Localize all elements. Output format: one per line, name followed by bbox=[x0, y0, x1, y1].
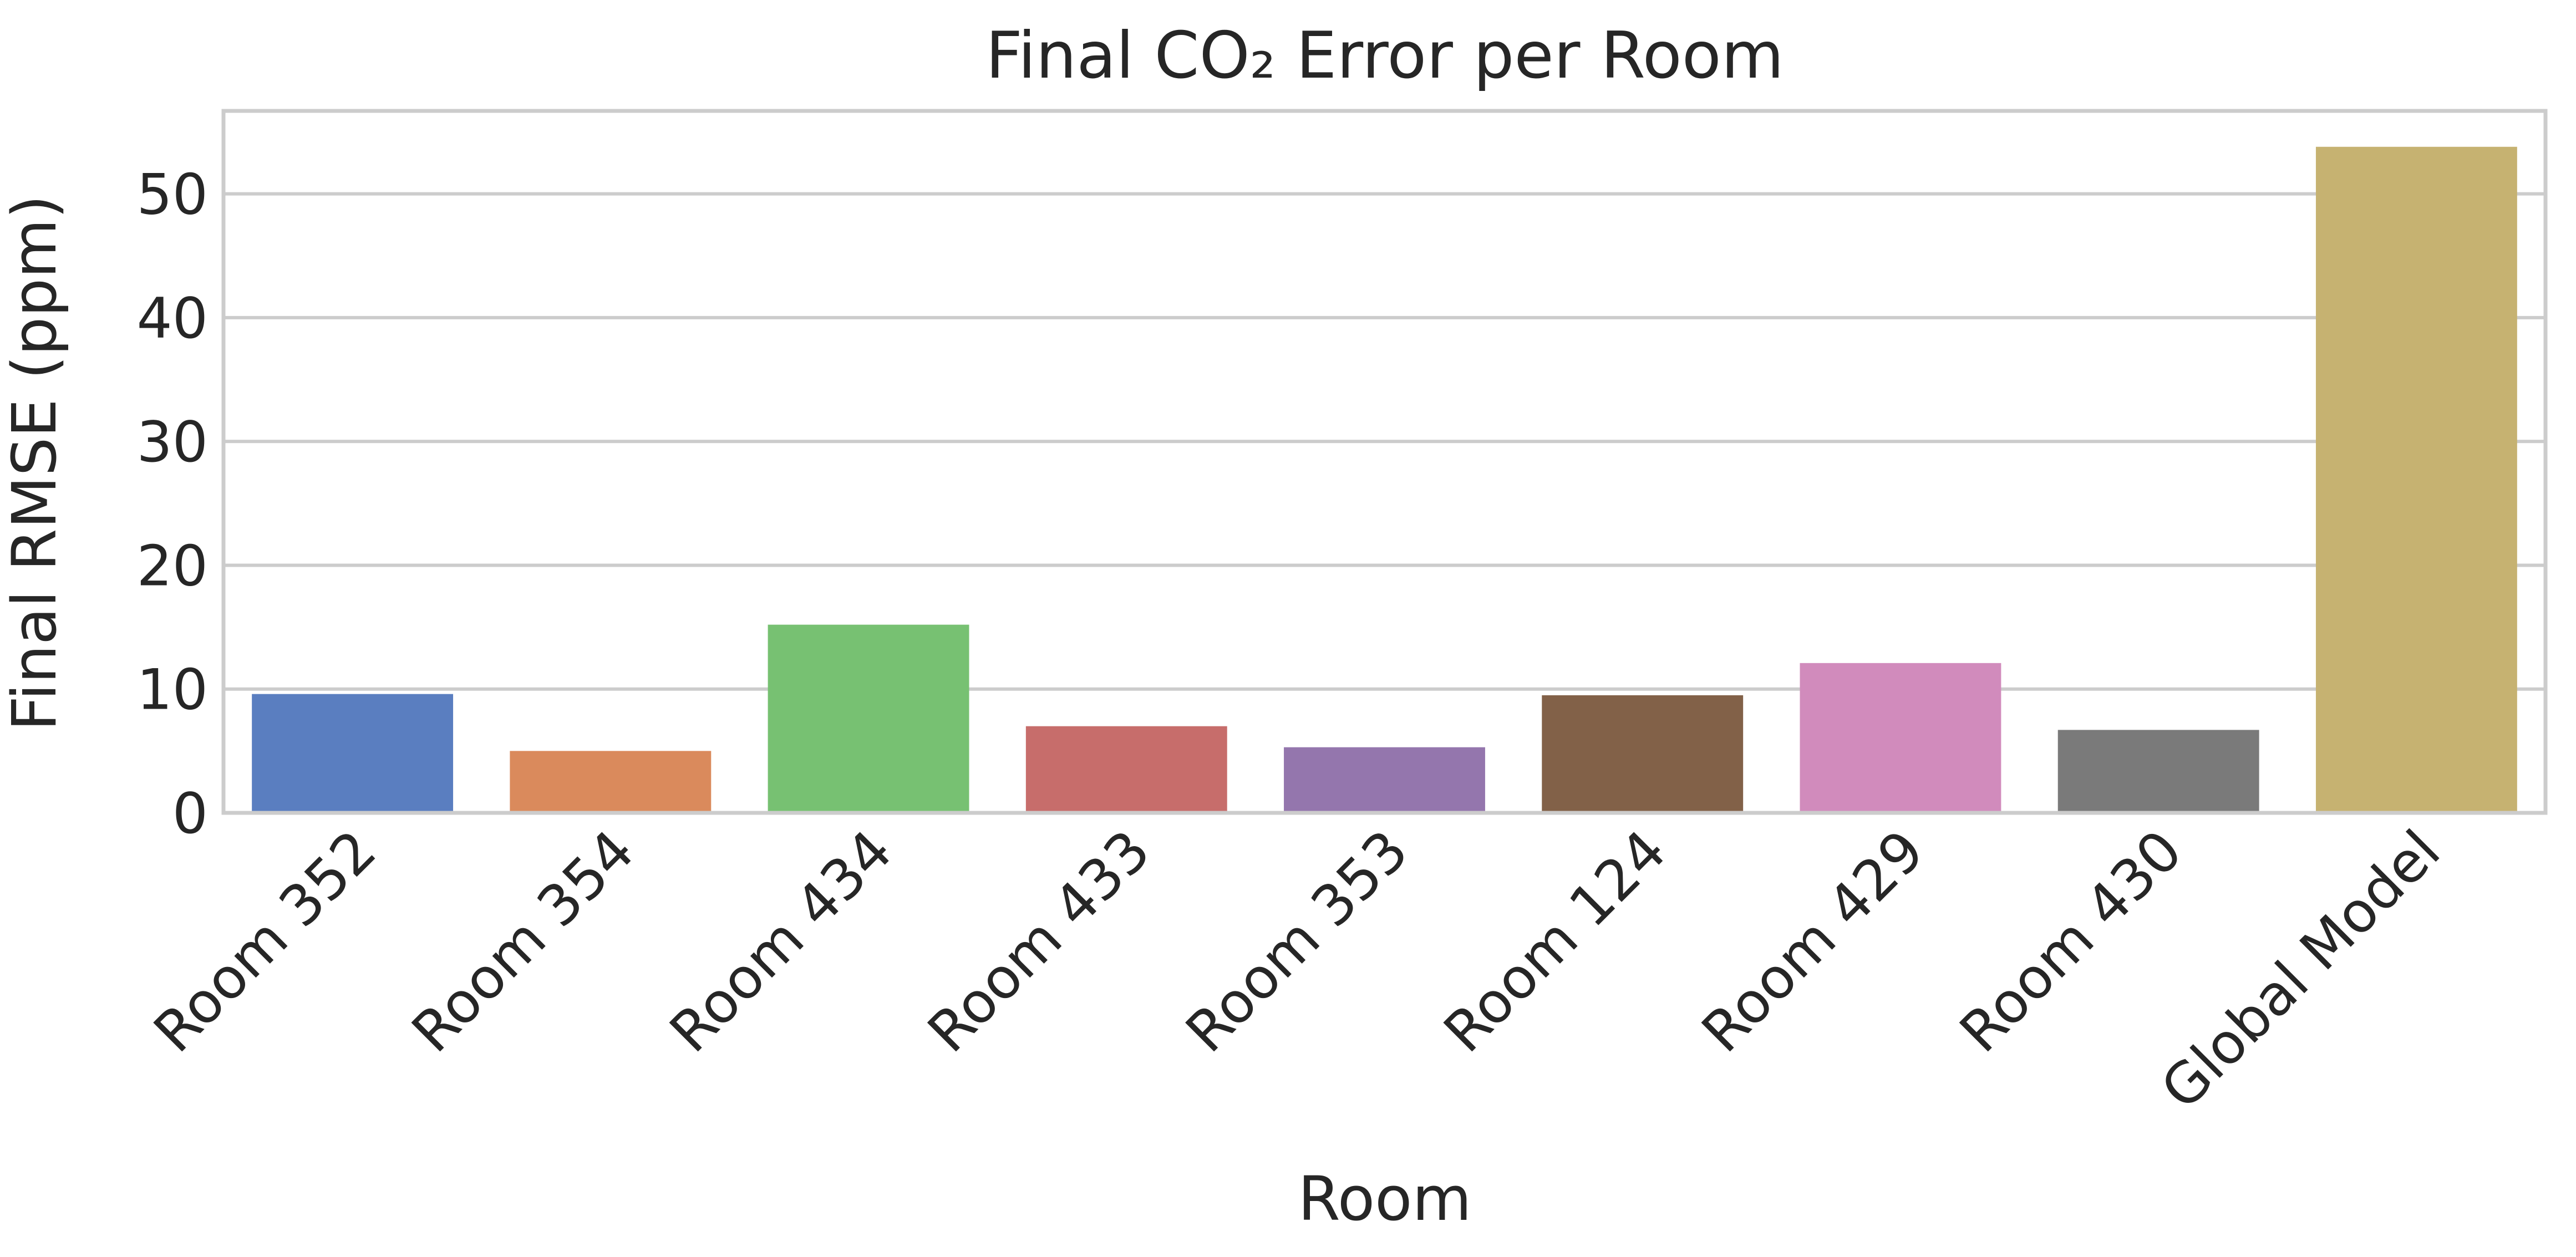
y-tick-label: 40 bbox=[136, 286, 208, 351]
y-tick-labels: 0 10 20 30 40 50 bbox=[136, 162, 208, 846]
bar-room-354 bbox=[510, 751, 712, 813]
plot-frame bbox=[221, 109, 2548, 815]
bar-room-353 bbox=[1284, 747, 1485, 813]
y-tick-label: 0 bbox=[172, 781, 208, 846]
y-tick-label: 50 bbox=[136, 162, 208, 227]
bar-global-model bbox=[2315, 146, 2517, 813]
y-axis-label: Final RMSE (ppm) bbox=[0, 195, 70, 731]
chart-title: Final CO₂ Error per Room bbox=[985, 18, 1784, 93]
bar-room-352 bbox=[252, 694, 454, 813]
bar-room-429 bbox=[1800, 663, 2001, 813]
y-tick-label: 30 bbox=[136, 409, 208, 475]
bar-room-430 bbox=[2057, 730, 2259, 813]
bar-room-433 bbox=[1025, 726, 1227, 813]
y-tick-label: 20 bbox=[136, 533, 208, 598]
y-tick-label: 10 bbox=[136, 657, 208, 722]
plot-area bbox=[221, 109, 2548, 815]
bar-room-124 bbox=[1542, 695, 1744, 813]
bars bbox=[252, 146, 2517, 813]
x-axis-label: Room bbox=[1298, 1163, 1471, 1234]
bar-room-434 bbox=[768, 624, 969, 813]
